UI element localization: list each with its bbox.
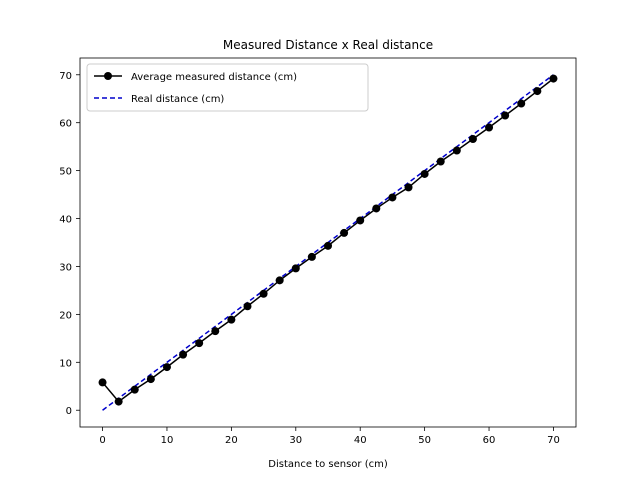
- measured-point: [307, 252, 316, 261]
- measured-point: [404, 183, 413, 192]
- y-tick-label: 30: [59, 262, 72, 273]
- measured-point: [195, 339, 204, 348]
- measured-point: [372, 204, 381, 213]
- x-axis: 0 10 20 30 40 50 60 70: [99, 427, 560, 446]
- x-tick-label: 70: [547, 435, 560, 446]
- measured-point: [436, 157, 445, 166]
- y-tick-label: 20: [59, 310, 72, 321]
- x-axis-label: Distance to sensor (cm): [268, 459, 388, 470]
- x-tick-label: 30: [289, 435, 302, 446]
- measured-point: [98, 378, 107, 387]
- measured-point: [243, 302, 252, 311]
- measured-point: [420, 169, 429, 178]
- measured-point: [179, 350, 188, 359]
- legend: Average measured distance (cm) Real dist…: [86, 63, 369, 112]
- y-tick-label: 50: [59, 167, 72, 178]
- measured-point: [485, 123, 494, 132]
- measured-point: [452, 146, 461, 155]
- measured-point: [259, 289, 268, 298]
- legend-marker-measured: [104, 72, 112, 80]
- measured-point: [227, 315, 236, 324]
- measured-point: [324, 241, 332, 250]
- x-tick-label: 40: [354, 435, 367, 446]
- measured-point: [275, 276, 284, 285]
- measured-point: [291, 264, 300, 273]
- measured-point: [533, 87, 542, 96]
- measured-point: [340, 228, 349, 237]
- measured-point: [114, 397, 123, 406]
- measured-point: [388, 193, 397, 202]
- measured-point: [501, 111, 510, 120]
- y-tick-label: 0: [66, 406, 72, 417]
- measured-point: [468, 134, 477, 143]
- measured-point: [356, 216, 365, 225]
- x-tick-label: 50: [418, 435, 431, 446]
- measured-point: [211, 327, 220, 336]
- x-tick-label: 0: [99, 435, 105, 446]
- legend-box: [86, 63, 369, 112]
- y-tick-label: 40: [59, 215, 72, 226]
- legend-label-measured: Average measured distance (cm): [131, 72, 297, 83]
- plot-area: [79, 57, 577, 428]
- y-tick-label: 60: [59, 119, 72, 130]
- legend-label-real: Real distance (cm): [131, 94, 224, 105]
- chart-title: Measured Distance x Real distance: [223, 38, 433, 52]
- y-tick-label: 10: [59, 358, 72, 369]
- x-tick-label: 20: [225, 435, 238, 446]
- x-tick-label: 10: [161, 435, 174, 446]
- measured-point: [162, 363, 171, 372]
- y-tick-label: 70: [59, 71, 72, 82]
- measured-point: [146, 375, 155, 384]
- y-axis: 0 10 20 30 40 50 60 70: [59, 71, 80, 417]
- measured-point: [517, 99, 526, 108]
- series-layer: [98, 74, 558, 411]
- measured-point: [130, 385, 139, 394]
- measured-point: [549, 74, 558, 83]
- x-tick-label: 60: [483, 435, 496, 446]
